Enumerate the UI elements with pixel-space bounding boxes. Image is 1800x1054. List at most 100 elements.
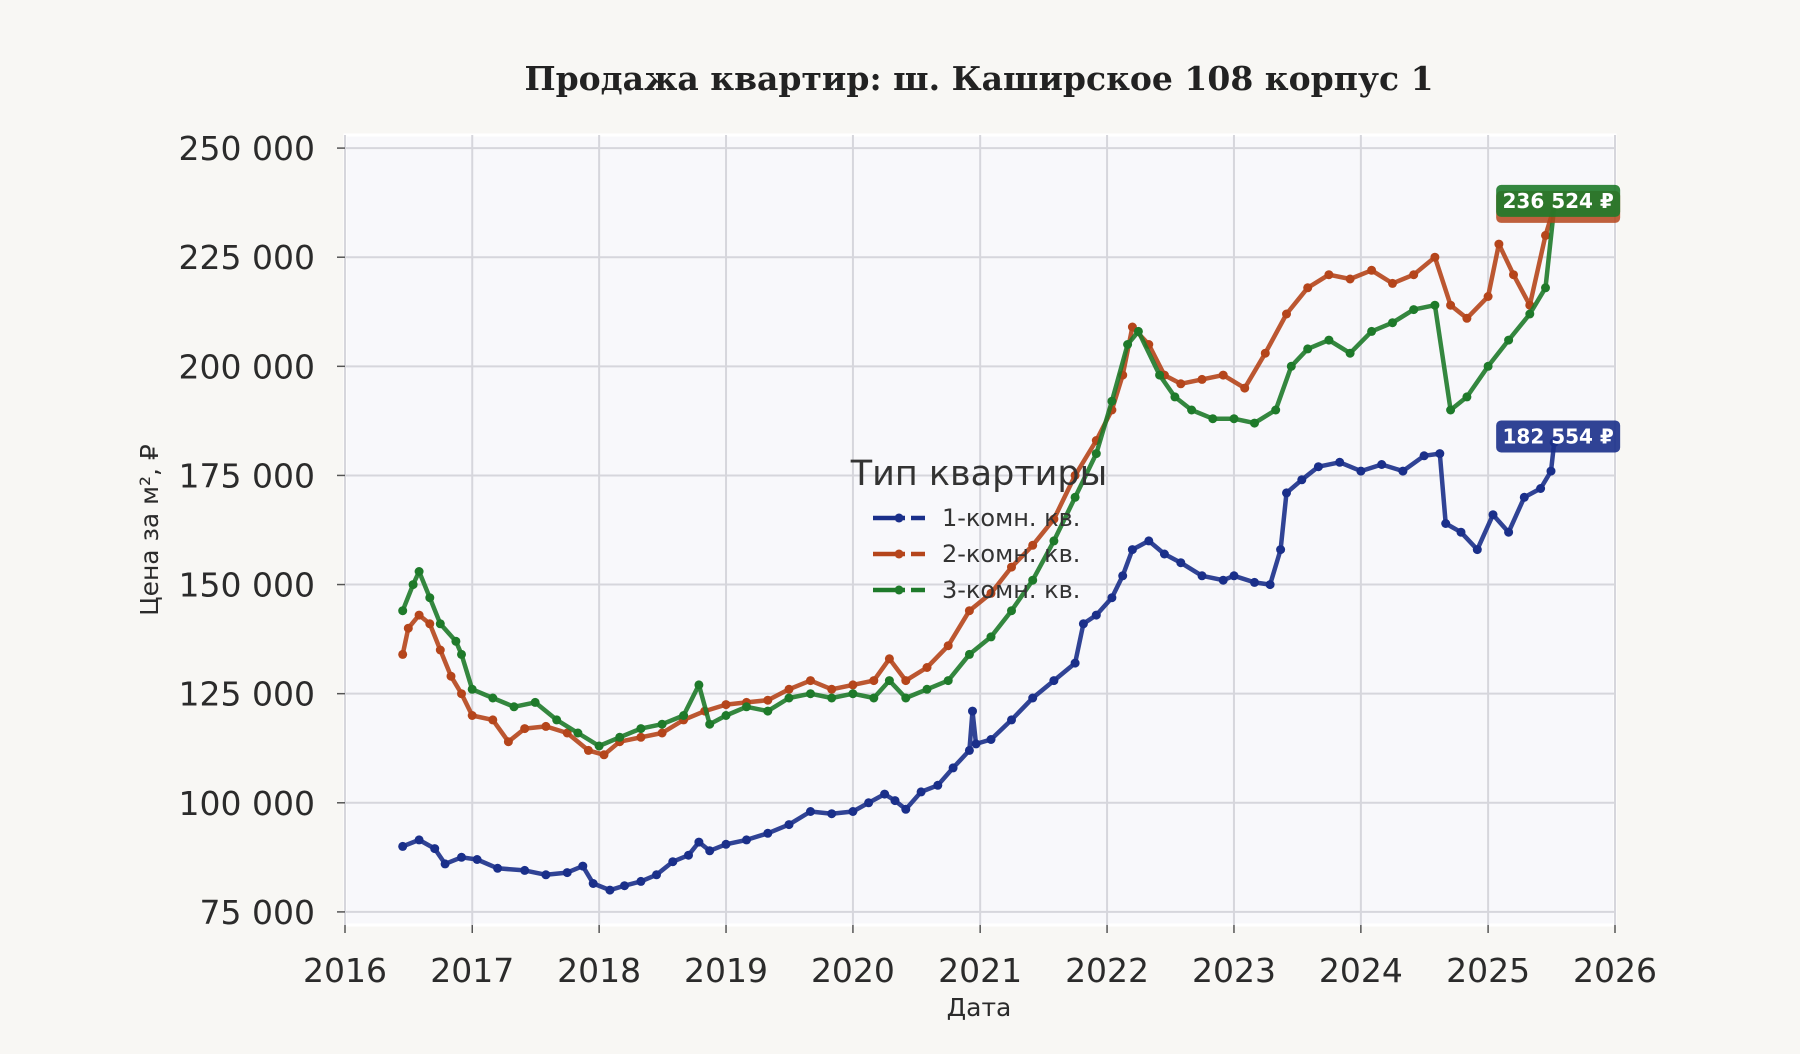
data-point <box>541 870 551 880</box>
y-axis-label: Цена за м², ₽ <box>135 444 164 616</box>
data-point <box>1509 270 1518 280</box>
legend-marker <box>894 513 904 523</box>
data-point <box>467 711 477 720</box>
data-point <box>599 750 609 760</box>
data-point <box>1546 466 1556 476</box>
data-point <box>1240 383 1250 393</box>
data-point <box>763 695 773 705</box>
data-point <box>901 693 911 703</box>
data-point <box>1409 305 1419 315</box>
series-1 <box>398 438 1559 895</box>
data-point <box>1049 676 1059 686</box>
data-point <box>1276 545 1286 555</box>
data-point <box>1107 593 1117 603</box>
data-point <box>1070 658 1080 668</box>
data-point <box>657 728 667 738</box>
data-point <box>827 684 837 694</box>
data-point <box>1536 484 1546 493</box>
data-point <box>1367 265 1377 275</box>
y-tick-label: 100 000 <box>179 784 315 823</box>
data-point <box>827 693 837 703</box>
legend-title: Тип квартиры <box>850 454 1108 494</box>
data-point <box>1430 300 1440 310</box>
data-point <box>457 649 466 659</box>
data-point <box>1441 519 1451 528</box>
data-point <box>948 763 958 773</box>
legend-marker <box>894 585 904 595</box>
end-labels: 236 524 ₽ 182 554 ₽ <box>1496 184 1621 453</box>
data-point <box>1107 396 1117 406</box>
data-point <box>1324 335 1334 345</box>
data-point <box>964 745 974 755</box>
data-point <box>943 641 953 651</box>
y-tick-label: 200 000 <box>179 347 315 386</box>
data-point <box>583 745 593 755</box>
data-point <box>1456 527 1466 537</box>
data-point <box>1488 510 1498 520</box>
data-point <box>869 693 879 703</box>
y-tick-label: 75 000 <box>200 893 315 932</box>
data-point <box>435 645 445 655</box>
data-point <box>1028 693 1038 703</box>
data-point <box>1462 392 1472 402</box>
data-point <box>1197 374 1207 384</box>
data-point <box>1007 562 1016 572</box>
data-point <box>880 789 890 799</box>
data-point <box>806 689 815 699</box>
data-point <box>943 676 953 686</box>
data-point <box>890 796 900 806</box>
legend-label: 3-комн. кв. <box>942 576 1080 604</box>
data-point <box>1028 540 1038 550</box>
data-point <box>869 676 879 686</box>
data-point <box>520 865 530 875</box>
legend-label: 2-комн. кв. <box>942 540 1080 568</box>
data-point <box>1472 545 1482 555</box>
data-point <box>971 739 981 749</box>
data-point <box>721 711 731 720</box>
data-point <box>1345 274 1355 284</box>
data-point <box>721 839 731 849</box>
data-point <box>1070 470 1080 480</box>
data-point <box>451 636 461 646</box>
data-point <box>605 885 615 895</box>
data-point <box>1519 492 1529 502</box>
data-point <box>1176 558 1186 568</box>
data-point <box>1229 414 1239 424</box>
data-point <box>562 728 572 738</box>
data-point <box>784 820 794 830</box>
data-point <box>679 711 689 720</box>
data-point <box>503 737 513 747</box>
x-tick-label: 2023 <box>1192 951 1276 990</box>
x-axis-label: Дата <box>947 993 1012 1022</box>
data-point <box>652 870 661 880</box>
data-point <box>986 588 996 598</box>
end-label-box <box>1496 184 1621 217</box>
data-point <box>884 654 894 664</box>
data-point <box>509 702 519 712</box>
data-point <box>901 676 911 686</box>
data-point <box>916 787 926 797</box>
data-point <box>864 798 874 808</box>
data-point <box>784 693 794 703</box>
data-point <box>398 649 408 659</box>
legend-items: 1-комн. кв. 2-комн. кв. 3-комн. кв. <box>873 504 1080 604</box>
data-point <box>636 732 646 742</box>
data-point <box>520 724 530 734</box>
end-label-3: 236 524 ₽ <box>1496 184 1621 217</box>
data-point <box>827 809 837 819</box>
data-point <box>1345 348 1355 358</box>
y-tick-label: 125 000 <box>179 675 315 714</box>
data-point <box>1377 460 1387 469</box>
data-point <box>1367 326 1377 336</box>
data-point <box>1483 361 1493 371</box>
data-point <box>1419 451 1429 461</box>
y-tick-label: 175 000 <box>179 456 315 495</box>
data-point <box>615 732 625 742</box>
end-label-box <box>1496 420 1621 453</box>
data-point <box>657 719 667 729</box>
data-point <box>848 807 858 816</box>
data-point <box>1282 309 1291 319</box>
data-point <box>964 606 974 616</box>
data-point <box>414 610 424 620</box>
data-point <box>684 850 693 860</box>
